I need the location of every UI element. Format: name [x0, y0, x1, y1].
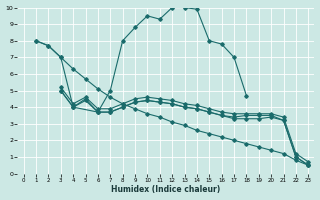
X-axis label: Humidex (Indice chaleur): Humidex (Indice chaleur): [111, 185, 220, 194]
